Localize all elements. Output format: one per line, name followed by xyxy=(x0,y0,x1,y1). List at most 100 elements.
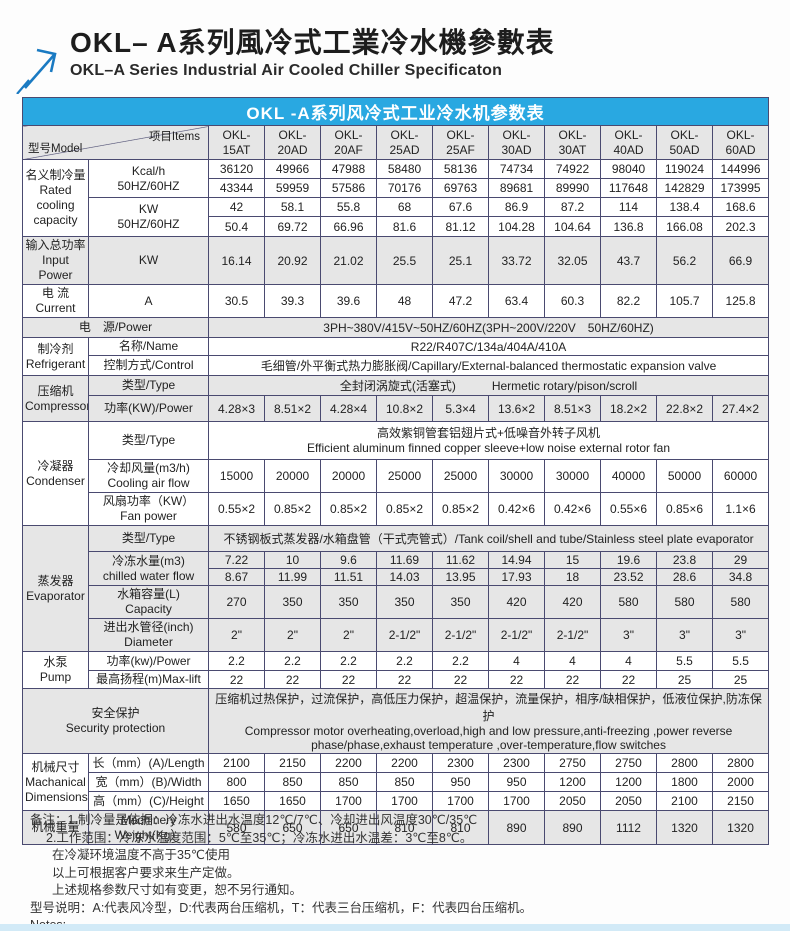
value-cell: 2750 xyxy=(544,753,601,773)
value-cell: 16.14 xyxy=(208,236,265,285)
value-cell: 4.28×3 xyxy=(208,395,265,422)
table-row: 机械尺寸 Machanical Dimensions 长（mm）(A)/Leng… xyxy=(22,753,770,811)
value-cell: 142829 xyxy=(656,178,713,198)
value-cell: 87.2 xyxy=(544,197,601,217)
value-cell: 166.08 xyxy=(656,216,713,237)
value-cell: 20000 xyxy=(264,459,321,493)
value-cell: 114 xyxy=(600,197,657,217)
row-label: 输入总功率 Input Power xyxy=(22,236,89,285)
value-cell: 30000 xyxy=(544,459,601,493)
value-cell: 104.64 xyxy=(544,216,601,237)
row-label: 电 流 Current xyxy=(22,284,89,318)
value-cell: 1.1×6 xyxy=(711,492,770,526)
row-sublabel: 进出水管径(inch) Diameter xyxy=(88,618,209,652)
value-cell: 2-1/2" xyxy=(488,618,545,652)
value-cell: 1700 xyxy=(376,791,433,811)
value-cell: 50.4 xyxy=(208,216,265,237)
value-cell: OKL-50AD xyxy=(656,125,713,160)
footer-notes: 备注：1.制冷量是依据：冷冻水进出水温度12℃/7℃、冷却进出风温度30℃/35… xyxy=(30,812,532,931)
row-sublabel: 长（mm）(A)/Length xyxy=(88,753,209,773)
merged-value: 全封闭涡旋式(活塞式) Hermetic rotary/pison/scroll xyxy=(207,375,770,396)
value-cell: 89990 xyxy=(544,178,601,198)
row-label: 冷凝器 Condenser xyxy=(22,421,89,526)
value-cell: 60.3 xyxy=(544,284,601,318)
value-cell: 136.8 xyxy=(600,216,657,237)
value-cell: 350 xyxy=(264,585,321,619)
value-cell: 66.9 xyxy=(711,236,770,285)
value-cell: 2" xyxy=(208,618,265,652)
table-row: 功率(KW)/Power 4.28×3 8.51×2 4.28×4 10.8×2 5.3… xyxy=(23,395,770,422)
merged-value: 高效紫铜管套铝翅片式+低噪音外转子风机 Efficient aluminum f… xyxy=(207,421,770,460)
value-cell: 2.2 xyxy=(376,651,433,671)
row-label: 电 源/Power xyxy=(22,317,209,338)
value-cell: 32.05 xyxy=(544,236,601,285)
value-cell: 60000 xyxy=(711,459,770,493)
value-cell: 13.6×2 xyxy=(488,395,545,422)
table-row: 安全保护 Security protection 压缩机过热保护，过流保护，高低… xyxy=(22,688,770,754)
value-cell: 580 xyxy=(711,585,770,619)
table-row: 宽（mm）(B)/Width 800 850 850 850 950 950 1200 120… xyxy=(23,772,770,792)
value-cell: 74734 xyxy=(488,159,545,179)
value-cell: 22.8×2 xyxy=(656,395,713,422)
value-cell: 15000 xyxy=(208,459,265,493)
value-cell: OKL-40AD xyxy=(600,125,657,160)
value-cell: 98040 xyxy=(600,159,657,179)
value-cell: 350 xyxy=(320,585,377,619)
value-cell: 0.55×2 xyxy=(208,492,265,526)
value-cell: 850 xyxy=(264,772,321,792)
value-cell: 2100 xyxy=(208,753,265,773)
row-label: 安全保护 Security protection xyxy=(22,688,209,754)
row-sublabel: 宽（mm）(B)/Width xyxy=(88,772,209,792)
corner-cell: 型号Model 项目Items xyxy=(22,125,209,160)
value-cell: 125.8 xyxy=(711,284,770,318)
value-cell: 22 xyxy=(432,670,489,689)
value-cell: 800 xyxy=(208,772,265,792)
corner-model-label: 型号Model xyxy=(28,143,83,156)
table-row: 最高扬程(m)Max-lift 22 22 22 22 22 22 22 22 25 25 xyxy=(23,670,770,689)
value-cell: 810 xyxy=(432,810,489,845)
value-cell: 8.67 xyxy=(208,568,265,586)
table-row: 电 源/Power 3PH~380V/415V~50HZ/60HZ(3PH~20… xyxy=(22,317,770,338)
model-header-row: 型号Model 项目Items OKL-15AT OKL-20AD OKL-20AF… xyxy=(22,125,770,160)
value-cell: 2100 xyxy=(656,791,713,811)
value-cell: 1700 xyxy=(488,791,545,811)
value-cell: 20000 xyxy=(320,459,377,493)
row-sublabel: Machinery Weight(Kg） xyxy=(88,810,209,845)
value-cell: 19.6 xyxy=(600,551,657,569)
row-sublabel: Kcal/h 50HZ/60HZ xyxy=(88,159,209,198)
page-header: OKL– A系列風冷式工業冷水機參數表 OKL–A Series Industr… xyxy=(14,27,555,94)
note-line: 在冷凝环境温度不高于35℃使用 xyxy=(52,848,230,862)
value-cell: 22 xyxy=(376,670,433,689)
value-cell: 68 xyxy=(376,197,433,217)
page-title-zh: OKL– A系列風冷式工業冷水機參數表 xyxy=(70,27,555,58)
value-cell: 2000 xyxy=(711,772,770,792)
table-row: 水泵 Pump 功率(kw)/Power 2.2 2.2 2.2 2.2 2.2 4 4 4 5… xyxy=(22,651,770,689)
value-cell: 58.1 xyxy=(264,197,321,217)
value-cell: 11.62 xyxy=(432,551,489,569)
value-cell: 810 xyxy=(376,810,433,845)
value-cell: 890 xyxy=(544,810,601,845)
value-cell: 11.69 xyxy=(376,551,433,569)
value-cell: 18 xyxy=(544,568,601,586)
value-cell: 27.4×2 xyxy=(711,395,770,422)
value-cell: 30000 xyxy=(488,459,545,493)
table-row: 控制方式/Control 毛细管/外平衡式热力膨胀阀/Capillary/Ext… xyxy=(23,355,770,376)
value-cell: 58136 xyxy=(432,159,489,179)
table-row: 高（mm）(C)/Height 1650 1650 1700 1700 1700 1700… xyxy=(23,791,770,811)
value-cell: 2-1/2" xyxy=(432,618,489,652)
row-sublabel: 冷却风量(m3/h) Cooling air flow xyxy=(88,459,209,493)
value-cell: 81.6 xyxy=(376,216,433,237)
table-row: 冷却风量(m3/h) Cooling air flow 15000 20000 20… xyxy=(23,459,770,493)
value-cell: 3" xyxy=(600,618,657,652)
value-cell: OKL-25AF xyxy=(432,125,489,160)
value-cell: 8.51×2 xyxy=(264,395,321,422)
value-cell: 2-1/2" xyxy=(544,618,601,652)
value-cell: 2300 xyxy=(488,753,545,773)
table-row: 水箱容量(L) Capacity 270 350 350 350 350 420 420 58… xyxy=(23,585,770,619)
value-cell: 30.5 xyxy=(208,284,265,318)
value-cell: 0.42×6 xyxy=(488,492,545,526)
value-cell: 1700 xyxy=(432,791,489,811)
value-cell: 2050 xyxy=(600,791,657,811)
corner-items-label: 项目Items xyxy=(148,131,200,143)
value-cell: 2750 xyxy=(600,753,657,773)
